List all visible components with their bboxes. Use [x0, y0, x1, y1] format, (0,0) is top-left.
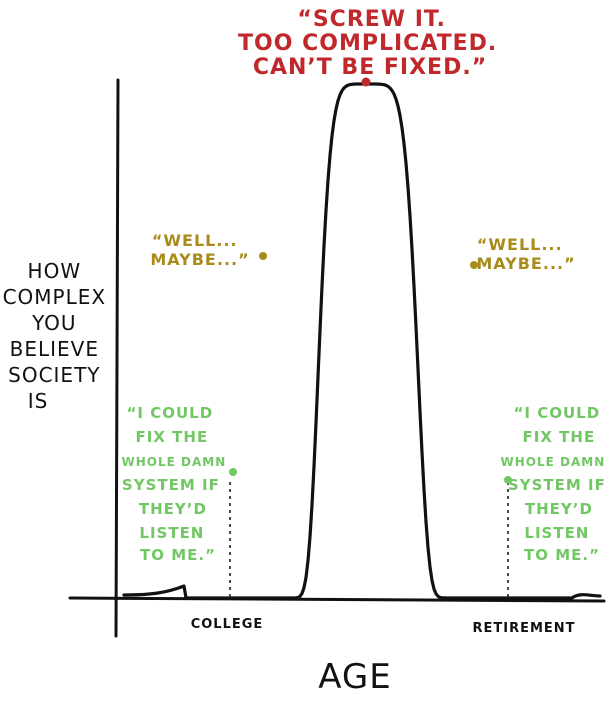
- annotation-line: MAYBE...”: [150, 250, 249, 269]
- annotation-line: CAN’T BE FIXED.”: [253, 55, 487, 80]
- annotation-line: LISTEN: [524, 524, 589, 542]
- fix-left-point: [229, 468, 237, 476]
- annotation-line: FIX THE: [523, 428, 596, 446]
- annotation-line: THEY’D: [139, 500, 207, 518]
- annotation-line: “WELL...: [152, 231, 238, 250]
- annotation-line: “SCREW IT.: [297, 7, 446, 32]
- y-axis-label-line: IS: [28, 389, 49, 413]
- peak-annotation: “SCREW IT. TOO COMPLICATED. CAN’T BE FIX…: [238, 7, 506, 80]
- complexity-curve: [122, 82, 602, 600]
- well-right-point: [470, 261, 478, 269]
- annotation-line: “I COULD: [514, 404, 601, 422]
- fix-left-annotation: “I COULD FIX THE WHOLE DAMN SYSTEM IF TH…: [122, 404, 233, 564]
- annotation-line: TOO COMPLICATED.: [238, 31, 497, 56]
- y-axis: [114, 78, 120, 638]
- annotation-line: TO ME.”: [524, 546, 600, 564]
- annotation-line: FIX THE: [136, 428, 209, 446]
- well-left-point: [259, 252, 267, 260]
- well-left-annotation: “WELL... MAYBE...”: [150, 231, 249, 269]
- annotation-line: “WELL...: [477, 235, 563, 254]
- y-axis-label-line: HOW: [28, 259, 82, 283]
- x-axis-label: AGE: [318, 657, 392, 697]
- annotation-line: WHOLE DAMN: [122, 455, 227, 469]
- annotation-line: THEY’D: [525, 500, 593, 518]
- annotation-line: SYSTEM IF: [508, 476, 606, 494]
- fix-right-annotation: “I COULD FIX THE WHOLE DAMN SYSTEM IF TH…: [501, 404, 612, 564]
- well-right-annotation: “WELL... MAYBE...”: [476, 235, 575, 273]
- annotation-line: WHOLE DAMN: [501, 455, 606, 469]
- annotation-line: SYSTEM IF: [122, 476, 220, 494]
- fix-right-point: [504, 476, 512, 484]
- annotation-line: TO ME.”: [140, 546, 216, 564]
- x-axis: [68, 596, 606, 603]
- peak-point: [361, 77, 371, 87]
- y-axis-label-line: COMPLEX: [3, 285, 107, 309]
- college-label: COLLEGE: [191, 617, 264, 632]
- y-axis-label-line: YOU: [31, 311, 77, 335]
- y-axis-label-line: BELIEVE: [10, 337, 99, 361]
- retirement-label: RETIREMENT: [472, 621, 575, 636]
- y-axis-label: HOW COMPLEX YOU BELIEVE SOCIETY IS: [3, 259, 114, 413]
- annotation-line: MAYBE...”: [476, 254, 575, 273]
- annotation-line: “I COULD: [127, 404, 214, 422]
- annotation-line: LISTEN: [139, 524, 204, 542]
- y-axis-label-line: SOCIETY: [8, 363, 100, 387]
